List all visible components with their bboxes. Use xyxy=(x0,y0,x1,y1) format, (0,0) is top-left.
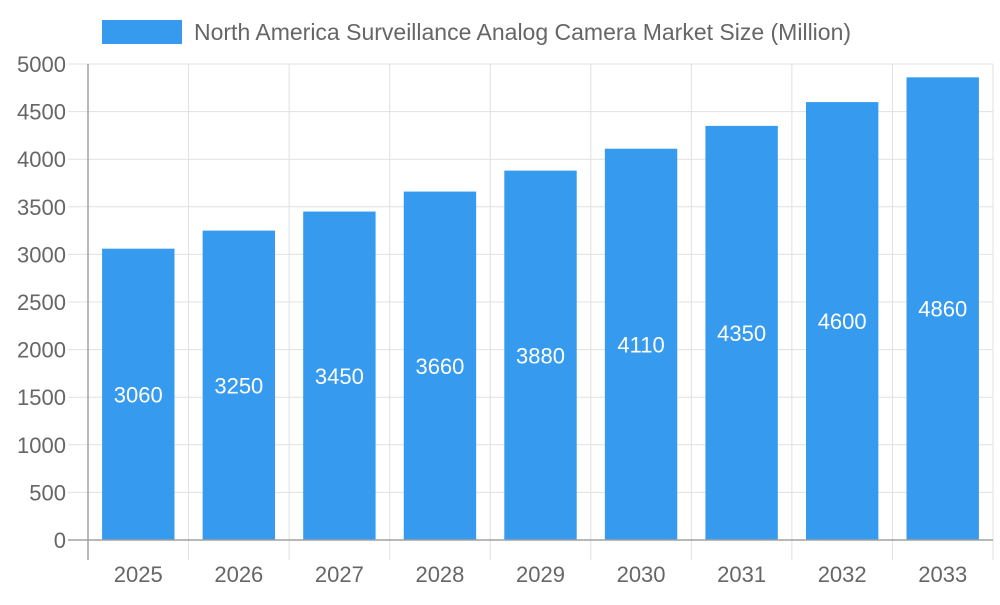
bar xyxy=(906,77,979,540)
bar xyxy=(604,148,678,540)
legend-label: North America Surveillance Analog Camera… xyxy=(194,19,851,45)
y-tick-label: 4500 xyxy=(17,100,66,125)
x-tick-label: 2032 xyxy=(818,562,867,587)
x-tick-label: 2029 xyxy=(516,562,565,587)
y-tick-label: 500 xyxy=(29,480,66,505)
y-tick-label: 1500 xyxy=(17,385,66,410)
x-tick-label: 2028 xyxy=(415,562,464,587)
bars: 3060 3250 3450 3660 3880 4110 4350 4600 4860 xyxy=(102,77,979,541)
bar xyxy=(805,102,879,540)
bar xyxy=(102,248,175,541)
y-tick-label: 2000 xyxy=(17,338,66,363)
bar xyxy=(504,170,577,540)
y-tick-label: 2500 xyxy=(17,290,66,315)
data-label: 4110 xyxy=(617,332,664,357)
y-tick-label: 3000 xyxy=(17,242,66,267)
data-label: 4600 xyxy=(818,309,867,334)
legend[interactable]: North America Surveillance Analog Camera… xyxy=(102,19,851,45)
data-label: 4350 xyxy=(717,321,766,346)
bar xyxy=(303,211,376,540)
x-tick-label: 2025 xyxy=(114,562,163,587)
x-tick-label: 2033 xyxy=(918,562,967,587)
data-label: 3060 xyxy=(114,382,163,407)
axes: 0 500 1000 1500 2000 2500 3000 3500 4000 4500 5000… xyxy=(17,52,993,587)
data-label: 3250 xyxy=(214,373,263,398)
y-tick-label: 5000 xyxy=(17,52,66,77)
x-tick-label: 2030 xyxy=(617,562,666,587)
y-tick-label: 4000 xyxy=(17,147,66,172)
data-label: 3660 xyxy=(415,354,464,379)
data-label: 4860 xyxy=(918,297,967,322)
y-tick-label: 3500 xyxy=(17,195,66,220)
legend-swatch xyxy=(102,20,182,44)
bar xyxy=(202,230,276,540)
x-tick-label: 2031 xyxy=(717,562,766,587)
x-tick-label: 2027 xyxy=(315,562,364,587)
bar xyxy=(705,125,778,540)
x-tick-label: 2026 xyxy=(214,562,263,587)
y-tick-label: 0 xyxy=(54,528,66,553)
data-label: 3450 xyxy=(315,364,364,389)
y-tick-label: 1000 xyxy=(17,433,66,458)
bar xyxy=(403,191,477,540)
data-label: 3880 xyxy=(516,343,565,368)
